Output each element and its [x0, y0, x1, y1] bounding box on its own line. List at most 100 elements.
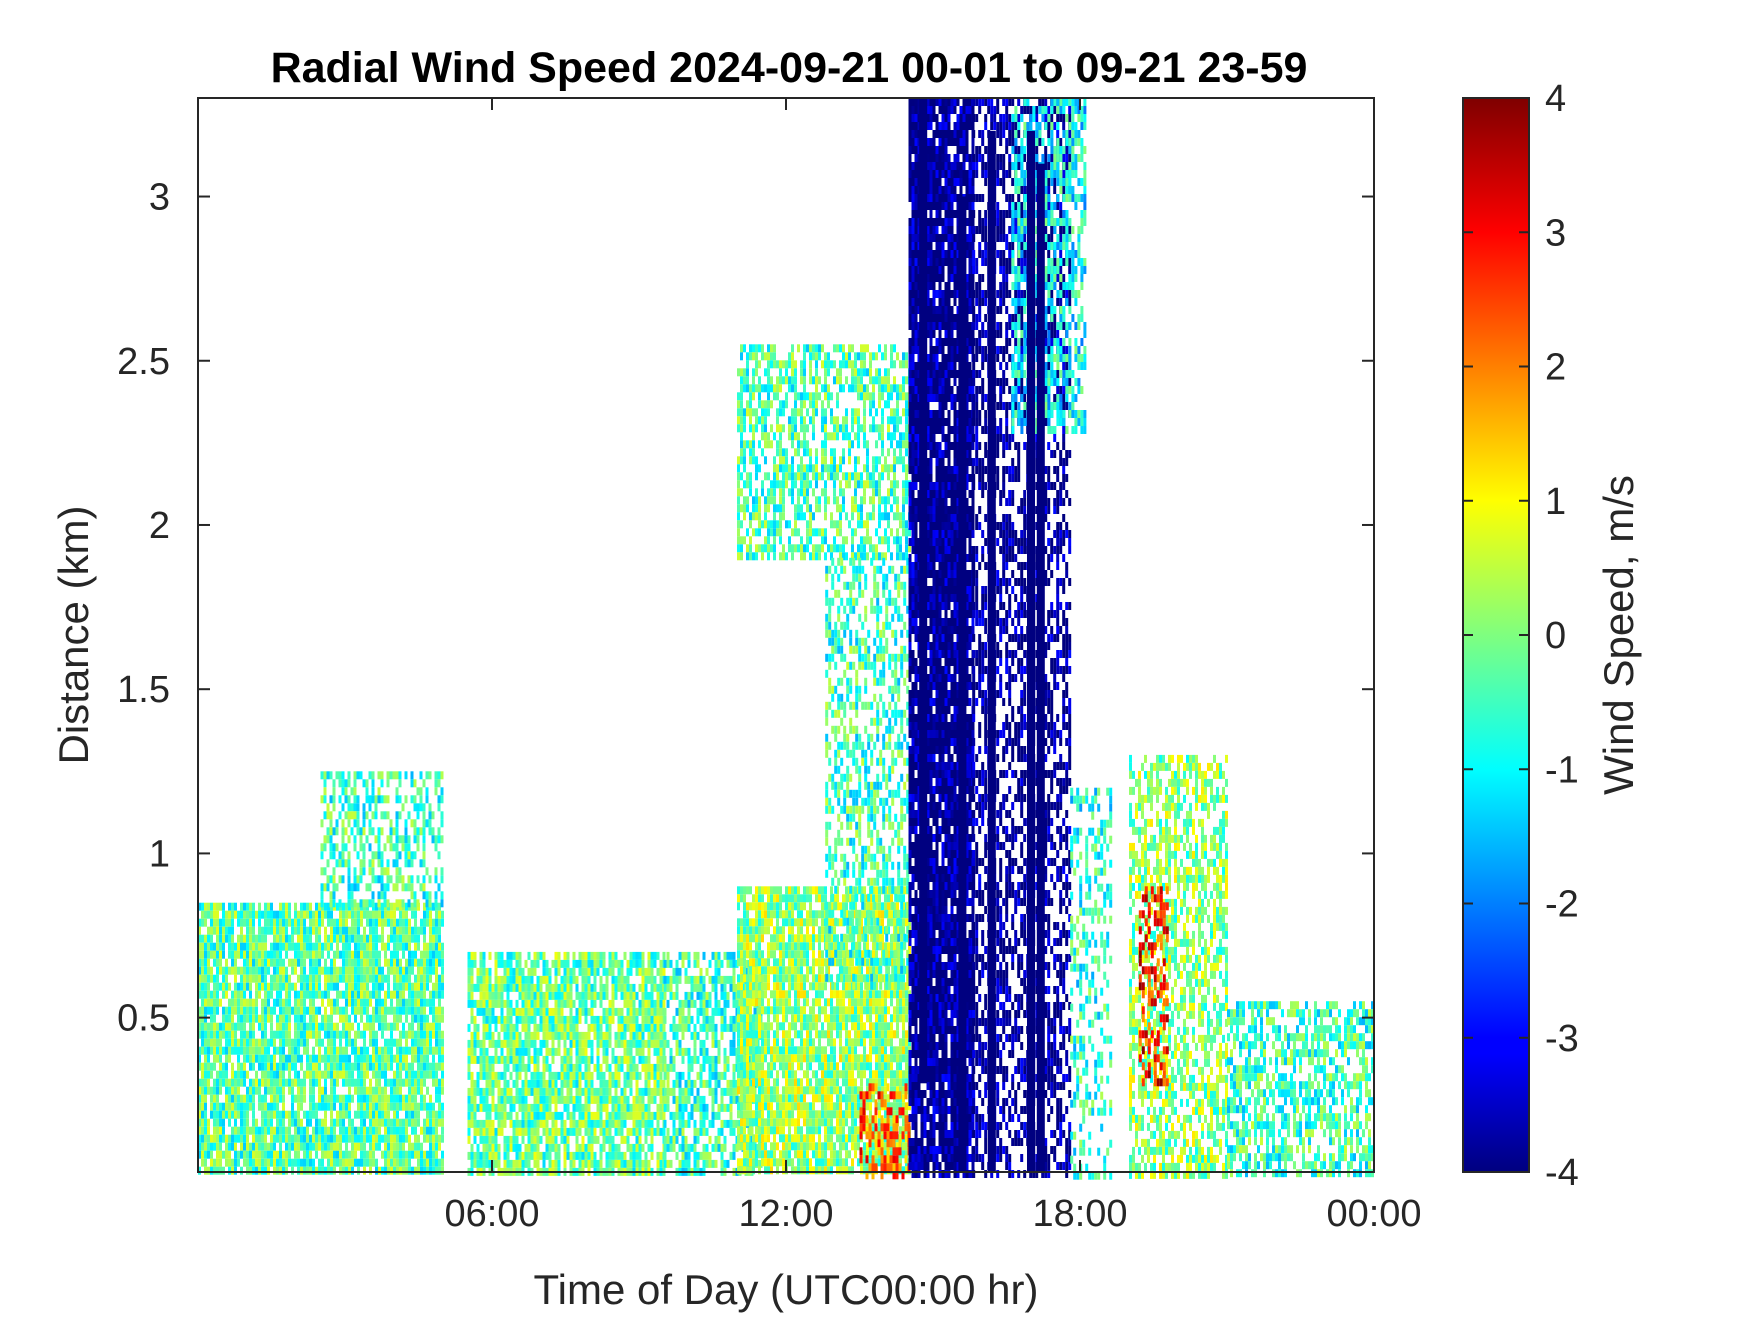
heatmap-cell — [255, 990, 258, 999]
heatmap-cell — [467, 1055, 471, 1064]
heatmap-cell — [702, 1063, 706, 1072]
heatmap-cell — [324, 1054, 327, 1063]
heatmap-cell — [500, 1095, 504, 1104]
heatmap-cell — [408, 1142, 411, 1151]
heatmap-cell — [312, 950, 315, 959]
heatmap-cell — [306, 1134, 309, 1143]
heatmap-cell — [414, 910, 417, 919]
heatmap-cell — [375, 1134, 378, 1143]
heatmap-cell — [207, 1062, 210, 1071]
heatmap-cell — [687, 975, 691, 984]
heatmap-cell — [207, 990, 210, 999]
heatmap-cell — [285, 1078, 288, 1087]
heatmap-cell — [377, 771, 381, 780]
heatmap-cell — [387, 1142, 390, 1151]
heatmap-cell — [219, 1102, 222, 1111]
heatmap-cell — [743, 1070, 746, 1079]
heatmap-cell — [743, 1142, 746, 1151]
heatmap-cell — [602, 1087, 606, 1096]
heatmap-cell — [693, 1047, 697, 1056]
heatmap-cell — [381, 1062, 384, 1071]
heatmap-cell — [258, 990, 261, 999]
heatmap-cell — [225, 1102, 228, 1111]
heatmap-cell — [216, 958, 219, 967]
heatmap-cell — [467, 1151, 471, 1160]
heatmap-cell — [201, 1062, 204, 1071]
heatmap-cell — [393, 1022, 396, 1031]
heatmap-cell — [467, 1071, 471, 1080]
heatmap-cell — [339, 1126, 342, 1135]
heatmap-cell — [729, 1087, 733, 1096]
heatmap-cell — [204, 934, 207, 943]
heatmap-cell — [426, 1070, 429, 1079]
heatmap-cell — [416, 827, 420, 836]
heatmap-cell — [711, 1143, 715, 1152]
heatmap-cell — [678, 1143, 682, 1152]
heatmap-cell — [746, 1014, 749, 1023]
heatmap-cell — [396, 1166, 399, 1175]
heatmap-cell — [321, 990, 324, 999]
heatmap-cell — [587, 951, 591, 960]
heatmap-cell — [599, 1095, 603, 1104]
heatmap-cell — [659, 983, 663, 992]
heatmap-cell — [198, 1062, 201, 1071]
heatmap-cell — [201, 1126, 204, 1135]
heatmap-cell — [533, 983, 537, 992]
heatmap-cell — [222, 1166, 225, 1175]
heatmap-cell — [416, 843, 420, 852]
heatmap-cell — [479, 1047, 483, 1056]
heatmap-cell — [303, 1022, 306, 1031]
heatmap-cell — [545, 1015, 549, 1024]
heatmap-cell — [422, 779, 426, 788]
heatmap-cell — [261, 1038, 264, 1047]
heatmap-cell — [303, 1086, 306, 1095]
heatmap-cell — [279, 950, 282, 959]
heatmap-cell — [690, 1015, 694, 1024]
heatmap-cell — [714, 991, 718, 1000]
heatmap-cell — [306, 974, 309, 983]
heatmap-cell — [374, 835, 378, 844]
heatmap-cell — [533, 1119, 537, 1128]
heatmap-cell — [300, 998, 303, 1007]
heatmap-cell — [626, 1143, 630, 1152]
heatmap-cell — [572, 951, 576, 960]
heatmap-cell — [399, 1118, 402, 1127]
heatmap-cell — [684, 1143, 688, 1152]
heatmap-cell — [392, 859, 396, 868]
heatmap-cell — [267, 950, 270, 959]
heatmap-cell — [708, 1063, 712, 1072]
heatmap-cell — [629, 1079, 633, 1088]
heatmap-cell — [503, 1095, 507, 1104]
heatmap-cell — [587, 991, 591, 1000]
heatmap-cell — [629, 1047, 633, 1056]
heatmap-cell — [542, 959, 546, 968]
heatmap-cell — [219, 1046, 222, 1055]
heatmap-cell — [434, 779, 438, 788]
heatmap-cell — [602, 983, 606, 992]
heatmap-cell — [198, 974, 201, 983]
heatmap-cell — [252, 902, 255, 911]
heatmap-cell — [566, 1103, 570, 1112]
heatmap-cell — [204, 1054, 207, 1063]
heatmap-cell — [656, 1079, 660, 1088]
heatmap-cell — [357, 998, 360, 1007]
heatmap-cell — [288, 918, 291, 927]
heatmap-cell — [249, 990, 252, 999]
heatmap-cell — [518, 959, 522, 968]
heatmap-cell — [357, 1030, 360, 1039]
heatmap-cell — [672, 1015, 676, 1024]
heatmap-cell — [650, 991, 654, 1000]
heatmap-cell — [656, 1007, 660, 1016]
heatmap-cell — [512, 1007, 516, 1016]
heatmap-cell — [509, 1111, 513, 1120]
heatmap-cell — [363, 1166, 366, 1175]
heatmap-cell — [422, 851, 426, 860]
heatmap-cell — [411, 982, 414, 991]
heatmap-cell — [566, 1071, 570, 1080]
heatmap-cell — [326, 771, 330, 780]
heatmap-cell — [395, 795, 399, 804]
heatmap-cell — [729, 983, 733, 992]
heatmap-cell — [210, 998, 213, 1007]
heatmap-cell — [297, 1070, 300, 1079]
heatmap-cell — [740, 894, 743, 903]
